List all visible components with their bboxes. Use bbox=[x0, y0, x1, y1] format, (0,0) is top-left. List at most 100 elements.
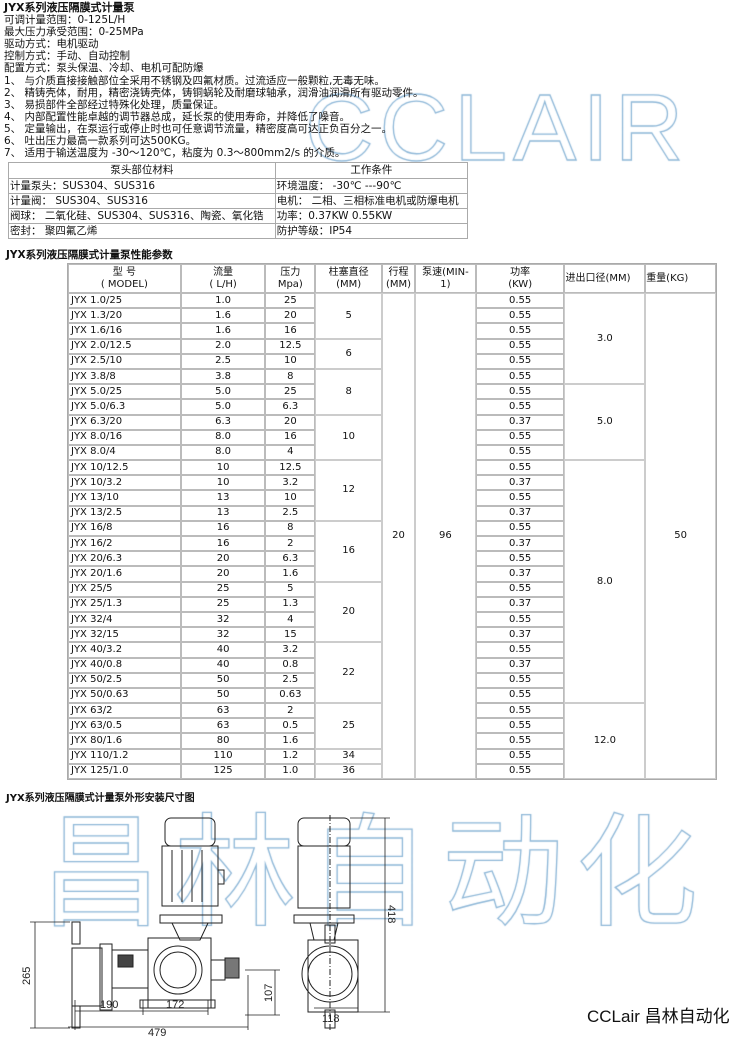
product-title: JYX系列液压隔膜式计量泵 bbox=[4, 1, 135, 14]
column-header-line: ( MODEL) bbox=[100, 278, 148, 290]
column-header-line: 压力 bbox=[280, 266, 301, 278]
condition-cell: 防护等级：IP54 bbox=[274, 223, 469, 239]
table-row: JYX 13/10 13 10 0.55 bbox=[68, 490, 716, 506]
intro-line: 控制方式：手动、自动控制 bbox=[4, 50, 130, 63]
column-header-line: 功率 bbox=[510, 266, 531, 278]
pressure-cell: 16 bbox=[265, 323, 316, 339]
model-cell: JYX 50/0.63 bbox=[68, 687, 181, 704]
column-header-line: Mpa) bbox=[277, 278, 303, 290]
flow-cell: 1.6 bbox=[180, 308, 266, 324]
column-header-line: 重量(KG) bbox=[646, 272, 689, 284]
table-row: JYX 2.0/12.5 2.0 12.5 6 0.55 bbox=[68, 338, 716, 369]
plunger-diameter-cell: 16 bbox=[315, 520, 383, 582]
intro: JYX系列液压隔膜式计量泵 可调计量范围：0-125L/H 最大压力承受范围：0-… bbox=[4, 1, 424, 159]
pressure-cell: 10 bbox=[265, 353, 316, 369]
port-diameter-cell: 8.0 bbox=[564, 460, 646, 704]
table-row: JYX 40/3.2 40 3.2 22 0.55 bbox=[68, 642, 716, 704]
pressure-cell: 20 bbox=[265, 414, 316, 430]
power-cell: 0.37 bbox=[475, 414, 565, 430]
materials-table: 泵头部位材料 工作条件 计量泵头：SUS304、SUS316 环境温度： -30℃ … bbox=[8, 162, 469, 239]
dim-418: 418 bbox=[385, 905, 397, 923]
perf-title: JYX系列液压隔膜式计量泵性能参数 bbox=[6, 249, 173, 261]
model-cell: JYX 2.0/12.5 bbox=[68, 338, 181, 354]
dimension-lines bbox=[30, 817, 390, 1030]
plunger-diameter-cell: 36 bbox=[315, 763, 383, 779]
dim-172: 172 bbox=[166, 999, 184, 1011]
flow-cell: 1.6 bbox=[180, 323, 266, 339]
flow-cell: 80 bbox=[180, 733, 266, 749]
plunger-diameter-cell: 5 bbox=[315, 293, 383, 339]
power-cell: 0.55 bbox=[475, 642, 565, 658]
pressure-cell: 10 bbox=[265, 490, 316, 506]
stroke-cell: 20 bbox=[382, 293, 416, 779]
pressure-cell: 8 bbox=[265, 520, 316, 536]
table-row: JYX 8.0/16 8.0 16 0.55 bbox=[68, 429, 716, 445]
intro-line: 3、 易损部件全部经过特殊化处理，质量保证。 bbox=[4, 98, 225, 111]
column-header-line: (MM) bbox=[336, 278, 362, 290]
column-header: 重量(KG) bbox=[645, 264, 716, 293]
flow-cell: 25 bbox=[180, 596, 266, 612]
model-cell: JYX 25/1.3 bbox=[68, 596, 181, 612]
plunger-diameter-cell: 10 bbox=[315, 414, 383, 461]
column-header-line: (KW) bbox=[508, 278, 533, 290]
weight-cell: 50 bbox=[645, 293, 716, 779]
power-cell: 0.55 bbox=[475, 520, 565, 536]
intro-line: 6、 吐出压力最高一款系列可达500KG。 bbox=[4, 135, 197, 148]
flow-cell: 40 bbox=[180, 642, 266, 658]
power-cell: 0.55 bbox=[475, 429, 565, 445]
pump-side-view bbox=[71, 817, 240, 1029]
pressure-cell: 25 bbox=[265, 384, 316, 400]
column-header-line: 1) bbox=[440, 278, 451, 290]
plunger-diameter-cell: 12 bbox=[315, 460, 383, 521]
flow-cell: 13 bbox=[180, 505, 266, 521]
materials-row: 计量泵头：SUS304、SUS316 环境温度： -30℃ ---90℃ bbox=[8, 178, 469, 194]
dim-479: 479 bbox=[148, 1027, 166, 1037]
table-row: JYX 63/2 63 2 25 0.55 12.0 bbox=[68, 703, 716, 779]
power-cell: 0.55 bbox=[475, 718, 565, 734]
materials-row: 计量阀： SUS304、SUS316 电机： 二相、三相标准电机或防爆电机 bbox=[8, 193, 469, 209]
pressure-cell: 4 bbox=[265, 444, 316, 461]
model-cell: JYX 63/0.5 bbox=[68, 718, 181, 734]
condition-cell: 电机： 二相、三相标准电机或防爆电机 bbox=[274, 193, 469, 209]
pressure-cell: 6.3 bbox=[265, 551, 316, 567]
pressure-cell: 3.2 bbox=[265, 475, 316, 491]
flow-cell: 2.0 bbox=[180, 338, 266, 354]
table-row: JYX 50/0.63 50 0.63 0.55 bbox=[68, 687, 716, 704]
model-cell: JYX 16/8 bbox=[68, 520, 181, 536]
model-cell: JYX 8.0/4 bbox=[68, 444, 181, 461]
model-cell: JYX 5.0/6.3 bbox=[68, 399, 181, 415]
plunger-diameter-cell: 20 bbox=[315, 581, 383, 643]
pressure-cell: 1.3 bbox=[265, 596, 316, 612]
table-row: JYX 25/5 25 5 20 0.55 bbox=[68, 581, 716, 643]
model-cell: JYX 63/2 bbox=[68, 703, 181, 719]
column-header: 柱塞直径 (MM) bbox=[315, 264, 383, 293]
model-cell: JYX 13/10 bbox=[68, 490, 181, 506]
plunger-diameter-cell: 6 bbox=[315, 338, 383, 369]
column-header: 压力 Mpa) bbox=[265, 264, 316, 293]
brand-logo-text: CCLair 昌林自动化 bbox=[587, 1007, 730, 1026]
power-cell: 0.55 bbox=[475, 672, 565, 688]
model-cell: JYX 2.5/10 bbox=[68, 353, 181, 369]
material-cell: 计量阀： SUS304、SUS316 bbox=[8, 193, 276, 209]
pressure-cell: 0.8 bbox=[265, 657, 316, 673]
materials-row: 密封： 聚四氟乙烯 防护等级：IP54 bbox=[8, 223, 469, 239]
power-cell: 0.55 bbox=[475, 308, 565, 324]
model-cell: JYX 110/1.2 bbox=[68, 748, 181, 764]
materials-row: 阀球： 二氧化硅、SUS304、SUS316、陶瓷、氧化锆 功率：0.37KW 0… bbox=[8, 208, 469, 224]
flow-cell: 20 bbox=[180, 551, 266, 567]
pressure-cell: 3.2 bbox=[265, 642, 316, 658]
power-cell: 0.37 bbox=[475, 536, 565, 552]
flow-cell: 3.8 bbox=[180, 368, 266, 385]
power-cell: 0.55 bbox=[475, 460, 565, 476]
flow-cell: 6.3 bbox=[180, 414, 266, 430]
model-cell: JYX 1.3/20 bbox=[68, 308, 181, 324]
flow-cell: 32 bbox=[180, 611, 266, 628]
pressure-cell: 2 bbox=[265, 703, 316, 719]
flow-cell: 25 bbox=[180, 581, 266, 597]
port-diameter-cell: 5.0 bbox=[564, 384, 646, 461]
plunger-diameter-cell: 8 bbox=[315, 368, 383, 415]
table-row: JYX 13/2.5 13 2.5 0.37 bbox=[68, 505, 716, 521]
table-row: JYX 1.0/25 1.0 25 5 20 96 0.55 3.0 50 bbox=[68, 293, 716, 779]
table-row: JYX 5.0/25 5.0 25 0.55 5.0 bbox=[68, 384, 716, 461]
